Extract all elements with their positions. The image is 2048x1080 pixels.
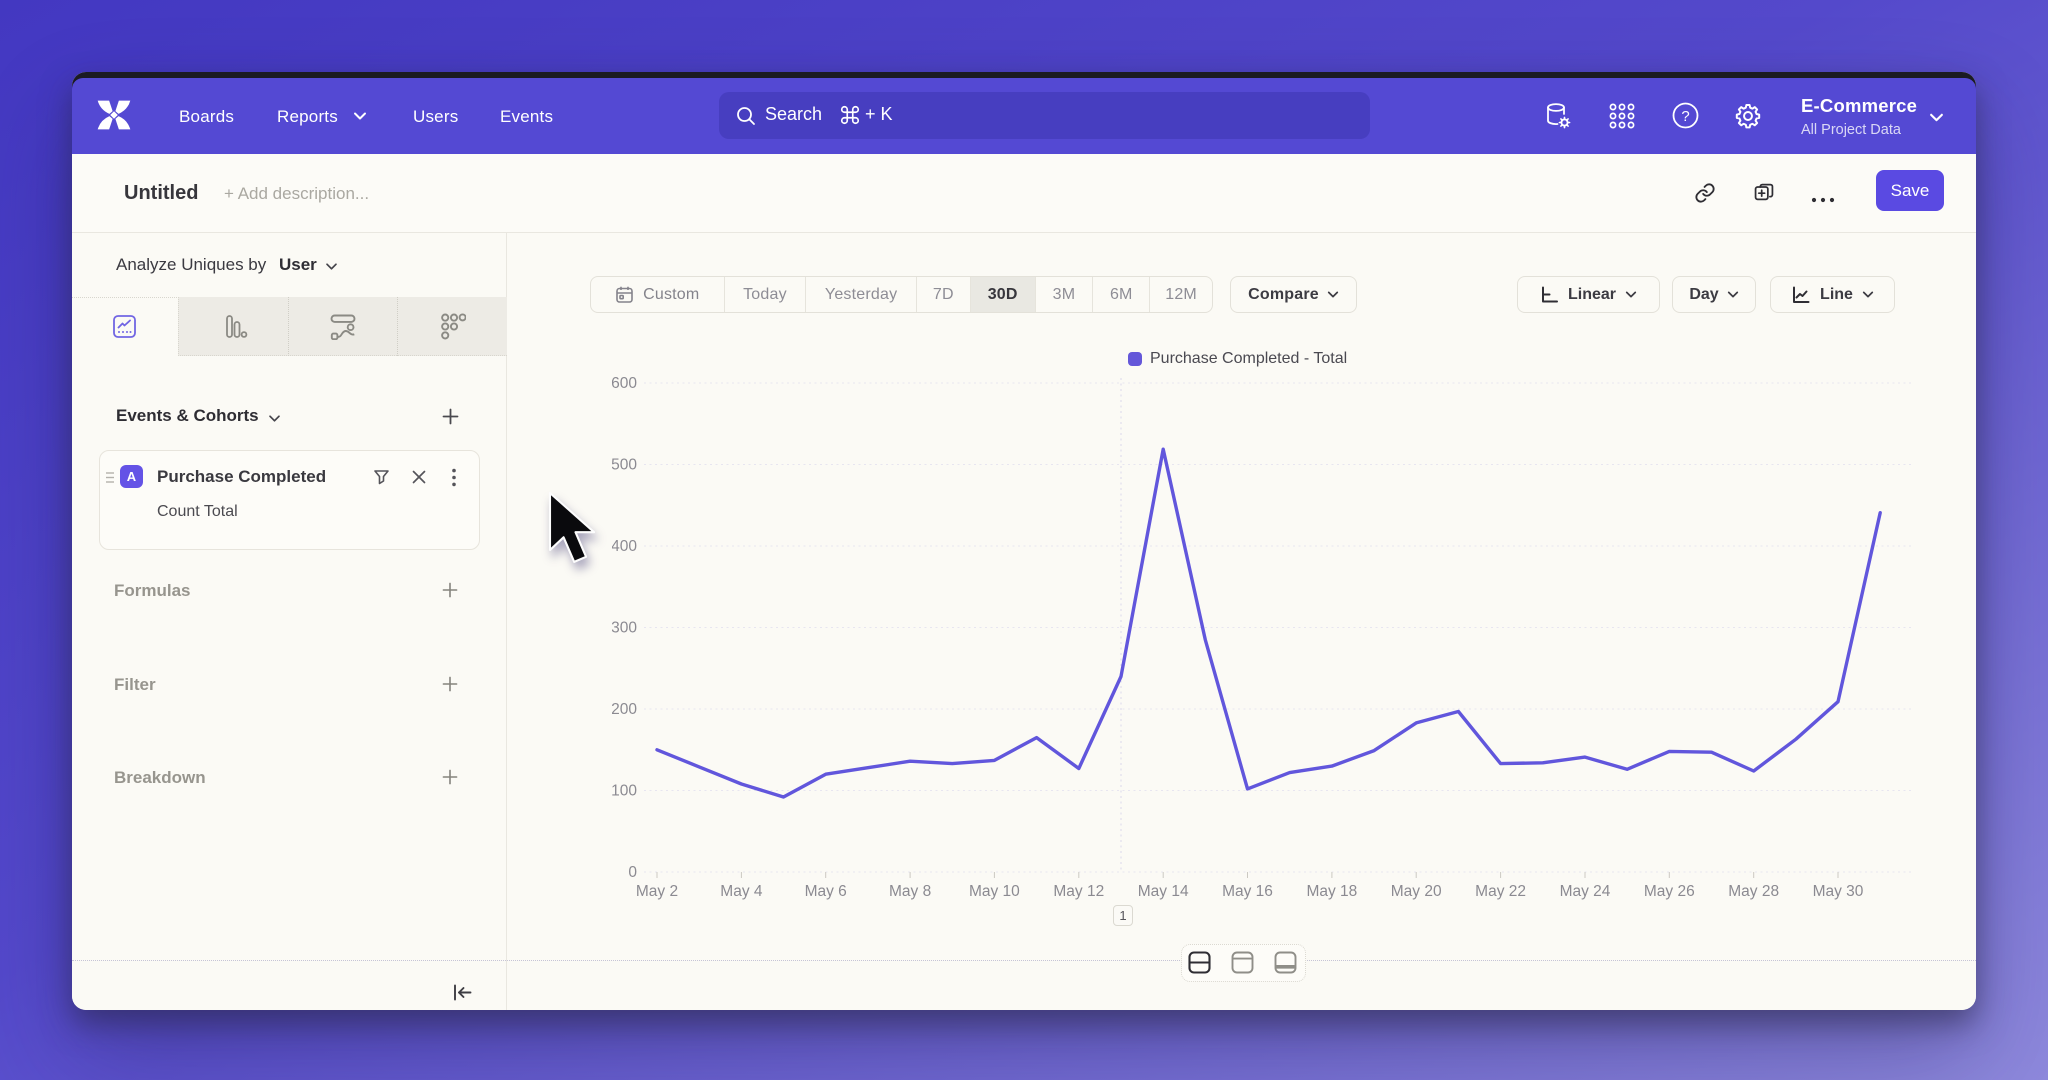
- svg-text:May 18: May 18: [1306, 883, 1357, 900]
- svg-text:May 2: May 2: [636, 883, 678, 900]
- svg-text:May 16: May 16: [1222, 883, 1273, 900]
- svg-text:200: 200: [612, 701, 637, 718]
- svg-text:May 24: May 24: [1560, 883, 1611, 900]
- svg-text:May 26: May 26: [1644, 883, 1695, 900]
- svg-text:May 20: May 20: [1391, 883, 1442, 900]
- svg-text:?: ?: [1681, 108, 1689, 125]
- svg-text:600: 600: [612, 375, 637, 392]
- svg-text:400: 400: [612, 538, 637, 555]
- svg-text:500: 500: [612, 457, 637, 474]
- svg-text:May 30: May 30: [1813, 883, 1864, 900]
- svg-text:May 8: May 8: [889, 883, 931, 900]
- svg-text:300: 300: [612, 620, 637, 637]
- svg-text:0: 0: [628, 864, 637, 881]
- svg-text:May 22: May 22: [1475, 883, 1526, 900]
- svg-text:May 14: May 14: [1138, 883, 1189, 900]
- svg-text:100: 100: [612, 783, 637, 800]
- svg-text:May 4: May 4: [720, 883, 763, 900]
- svg-text:May 28: May 28: [1728, 883, 1779, 900]
- svg-text:May 10: May 10: [969, 883, 1020, 900]
- svg-text:May 6: May 6: [805, 883, 847, 900]
- svg-text:May 12: May 12: [1053, 883, 1104, 900]
